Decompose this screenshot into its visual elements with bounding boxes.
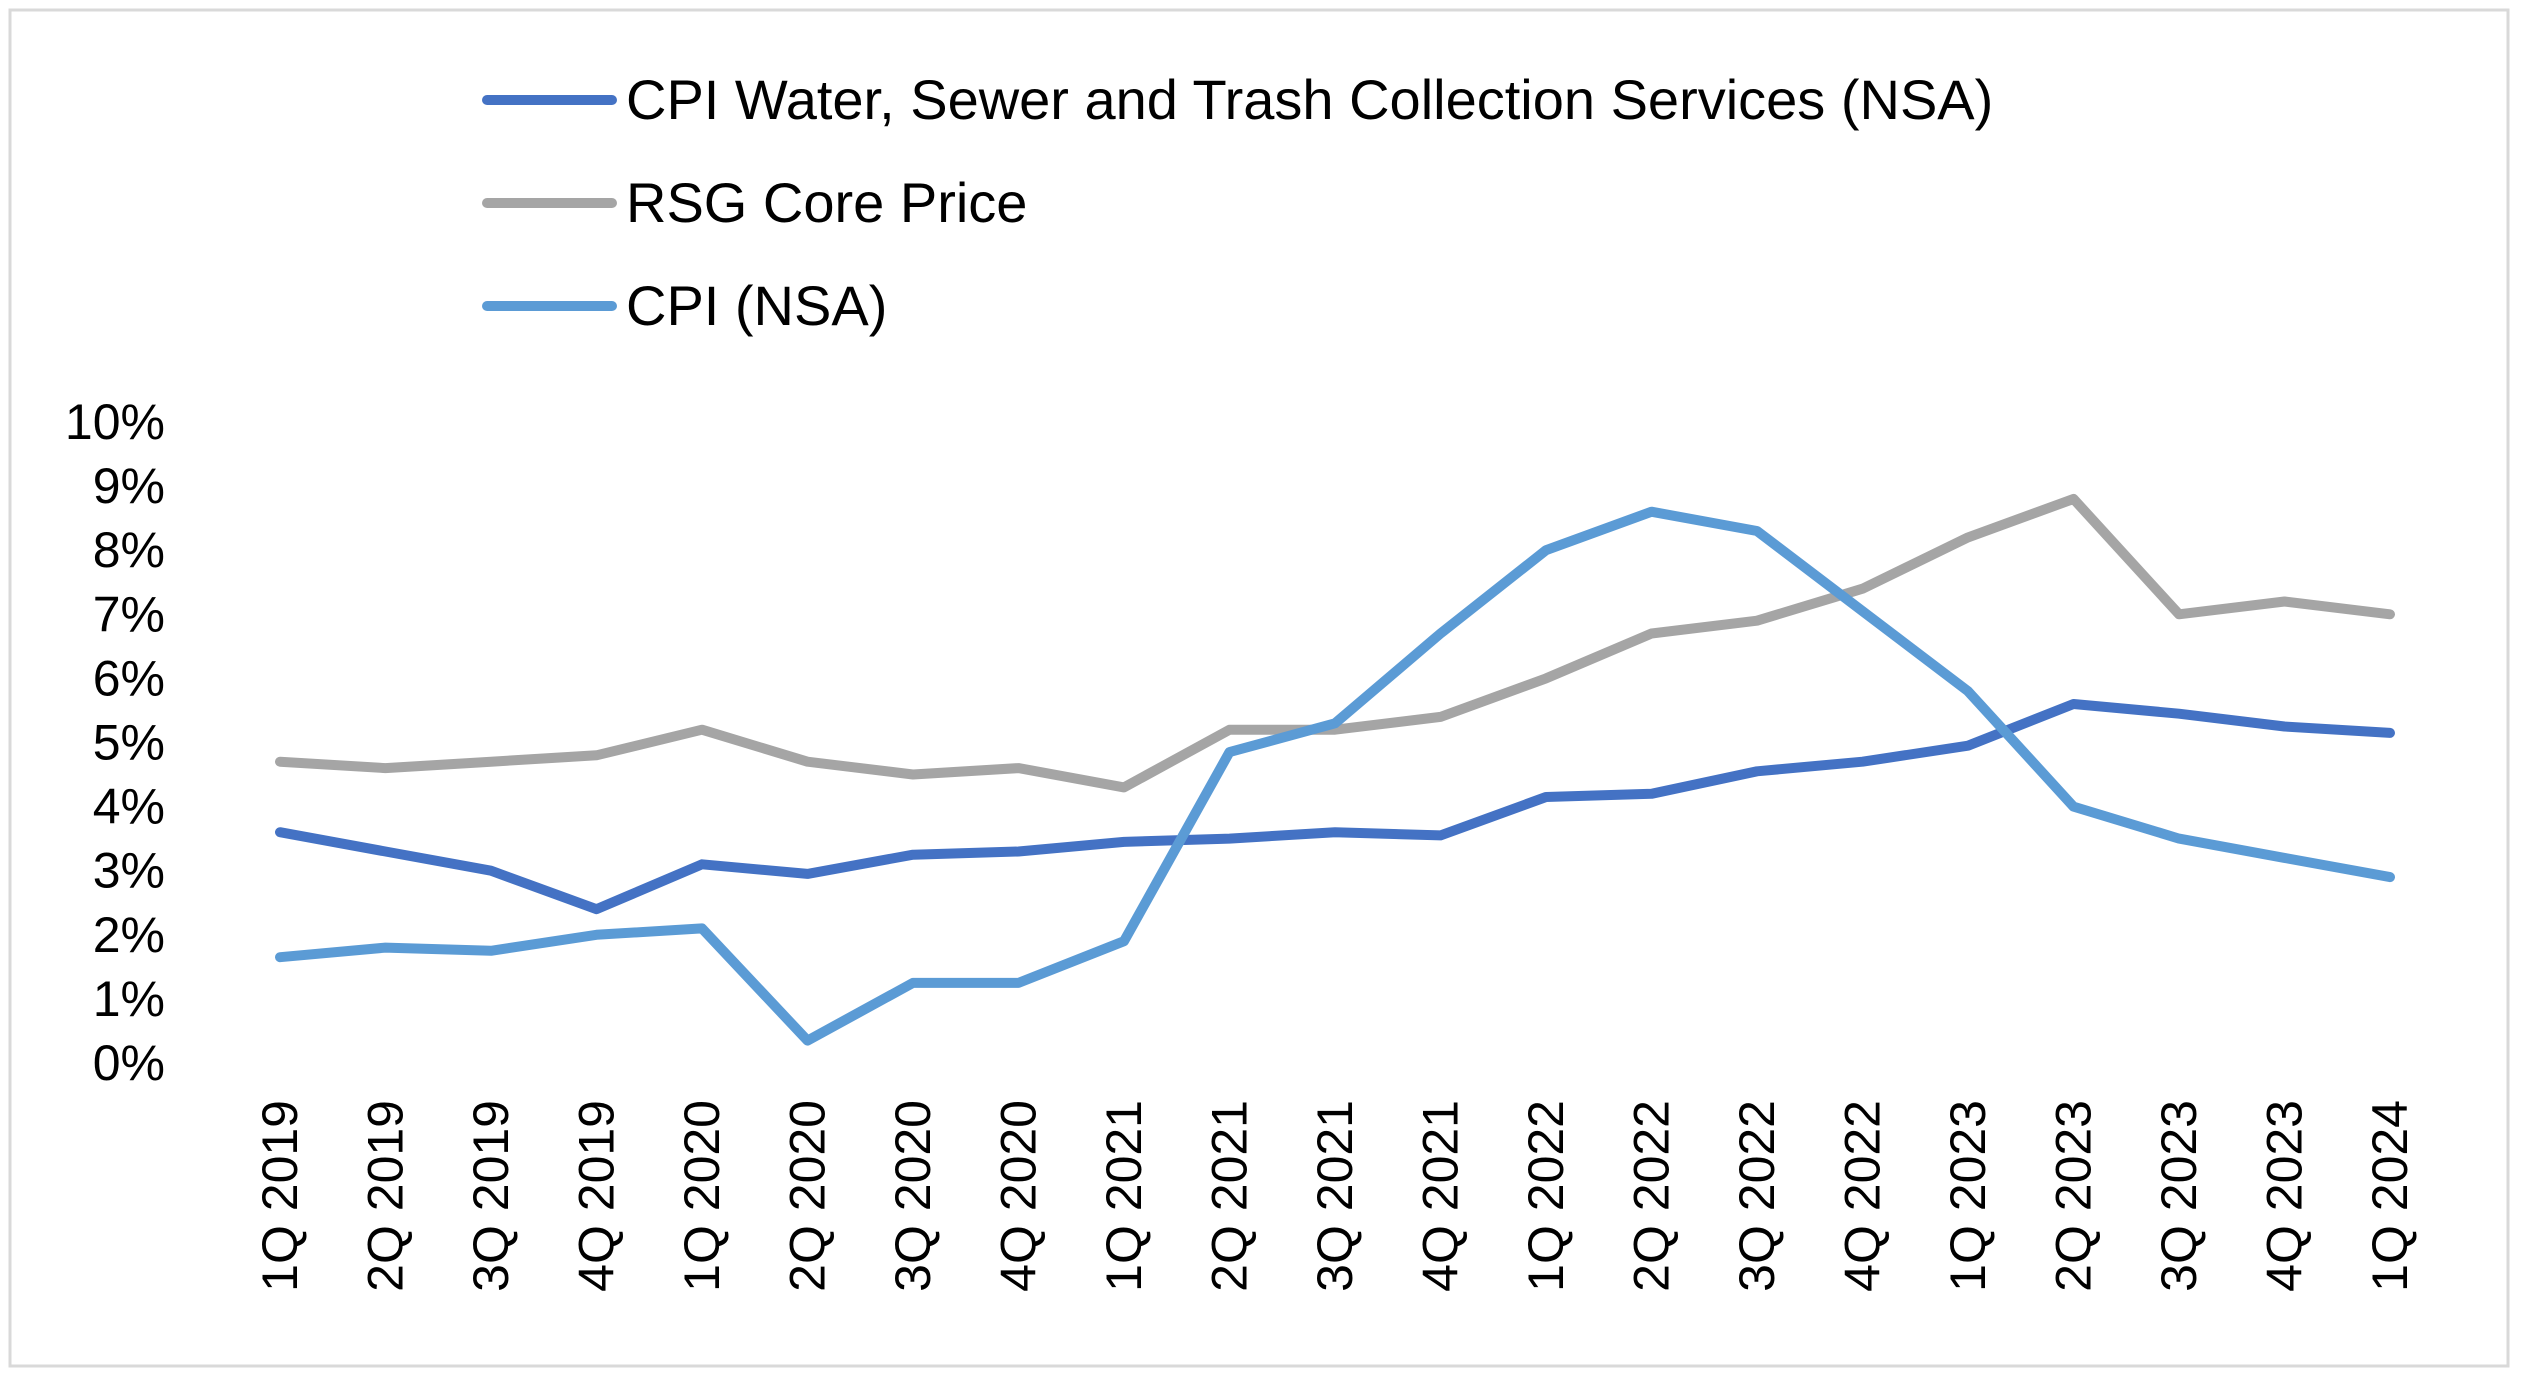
x-axis: 1Q 2019 2Q 2019 3Q 2019 4Q 2019 1Q 2020 2Q 20…	[252, 1100, 2418, 1292]
x-tick-label: 4Q 2023	[2257, 1100, 2313, 1292]
x-tick-label: 1Q 2021	[1096, 1100, 1152, 1292]
x-tick-label: 1Q 2023	[1940, 1100, 1996, 1292]
y-tick-label: 10%	[65, 394, 165, 450]
plot-area	[275, 493, 2395, 1046]
y-tick-label: 3%	[93, 843, 165, 899]
x-tick-label: 1Q 2019	[252, 1100, 308, 1292]
series-line-3	[275, 506, 2395, 1046]
x-tick-label: 3Q 2020	[885, 1100, 941, 1292]
legend-label-2: RSG Core Price	[626, 171, 1027, 234]
series-line-1	[275, 699, 2395, 915]
x-tick-label: 4Q 2021	[1413, 1100, 1469, 1292]
x-tick-label: 2Q 2022	[1624, 1100, 1680, 1292]
y-tick-label: 7%	[93, 586, 165, 642]
chart-border	[8, 8, 2510, 1368]
y-tick-label: 1%	[93, 971, 165, 1027]
y-tick-label: 4%	[93, 779, 165, 835]
series-line-2	[275, 493, 2395, 793]
y-tick-label: 5%	[93, 715, 165, 771]
y-tick-label: 2%	[93, 907, 165, 963]
x-tick-label: 3Q 2019	[463, 1100, 519, 1292]
x-tick-label: 3Q 2022	[1729, 1100, 1785, 1292]
x-tick-label: 1Q 2020	[674, 1100, 730, 1292]
x-tick-label: 2Q 2023	[2046, 1100, 2102, 1292]
x-tick-label: 4Q 2020	[991, 1100, 1047, 1292]
x-tick-label: 4Q 2022	[1835, 1100, 1891, 1292]
y-tick-label: 8%	[93, 522, 165, 578]
x-tick-label: 3Q 2021	[1307, 1100, 1363, 1292]
x-tick-label: 2Q 2019	[358, 1100, 414, 1292]
x-tick-label: 4Q 2019	[569, 1100, 625, 1292]
x-tick-label: 3Q 2023	[2151, 1100, 2207, 1292]
y-tick-label: 0%	[93, 1035, 165, 1091]
legend-label-1: CPI Water, Sewer and Trash Collection Se…	[626, 68, 1993, 131]
x-tick-label: 2Q 2021	[1202, 1100, 1258, 1292]
y-tick-label: 6%	[93, 650, 165, 706]
x-tick-label: 2Q 2020	[780, 1100, 836, 1292]
y-tick-label: 9%	[93, 458, 165, 514]
y-axis: 0% 1% 2% 3% 4% 5% 6% 7% 8% 9% 10%	[65, 394, 165, 1091]
x-tick-label: 1Q 2022	[1518, 1100, 1574, 1292]
x-tick-label: 1Q 2024	[2362, 1100, 2418, 1292]
legend-label-3: CPI (NSA)	[626, 274, 887, 337]
legend: CPI Water, Sewer and Trash Collection Se…	[482, 68, 1993, 337]
